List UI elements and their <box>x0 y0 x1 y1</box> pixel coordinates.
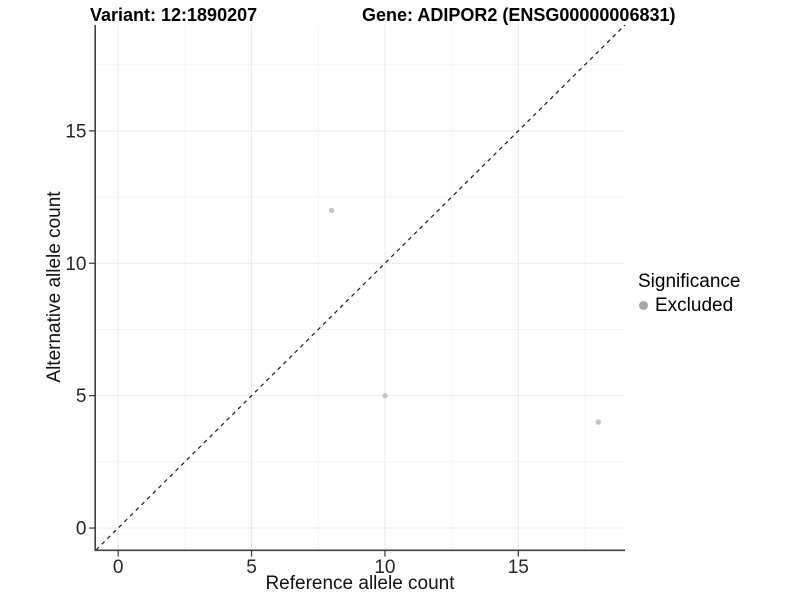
y-tick-label: 15 <box>65 121 86 142</box>
identity-line <box>95 24 626 551</box>
x-tick-label: 5 <box>246 557 257 578</box>
x-tick-label: 0 <box>113 557 124 578</box>
y-tick-label: 5 <box>76 386 87 407</box>
y-axis-title: Alternative allele count <box>44 191 65 383</box>
y-tick-label: 0 <box>76 519 87 540</box>
data-point <box>595 419 602 425</box>
legend-point-icon <box>639 301 648 310</box>
y-tick-label: 10 <box>65 254 86 275</box>
x-tick-label: 15 <box>508 557 529 578</box>
plot-title-variant: Variant: 12:1890207 <box>90 5 258 25</box>
data-point <box>328 207 335 214</box>
legend-entry-label: Excluded <box>655 295 734 316</box>
plot-title-gene: Gene: ADIPOR2 (ENSG00000006831) <box>362 5 676 25</box>
legend: Significance Excluded <box>638 271 740 316</box>
x-axis-title: Reference allele count <box>265 573 455 594</box>
x-tick-label: 10 <box>374 557 395 578</box>
data-point <box>382 392 388 399</box>
legend-title: Significance <box>638 271 741 292</box>
legend-entry-excluded: Excluded <box>638 295 740 316</box>
